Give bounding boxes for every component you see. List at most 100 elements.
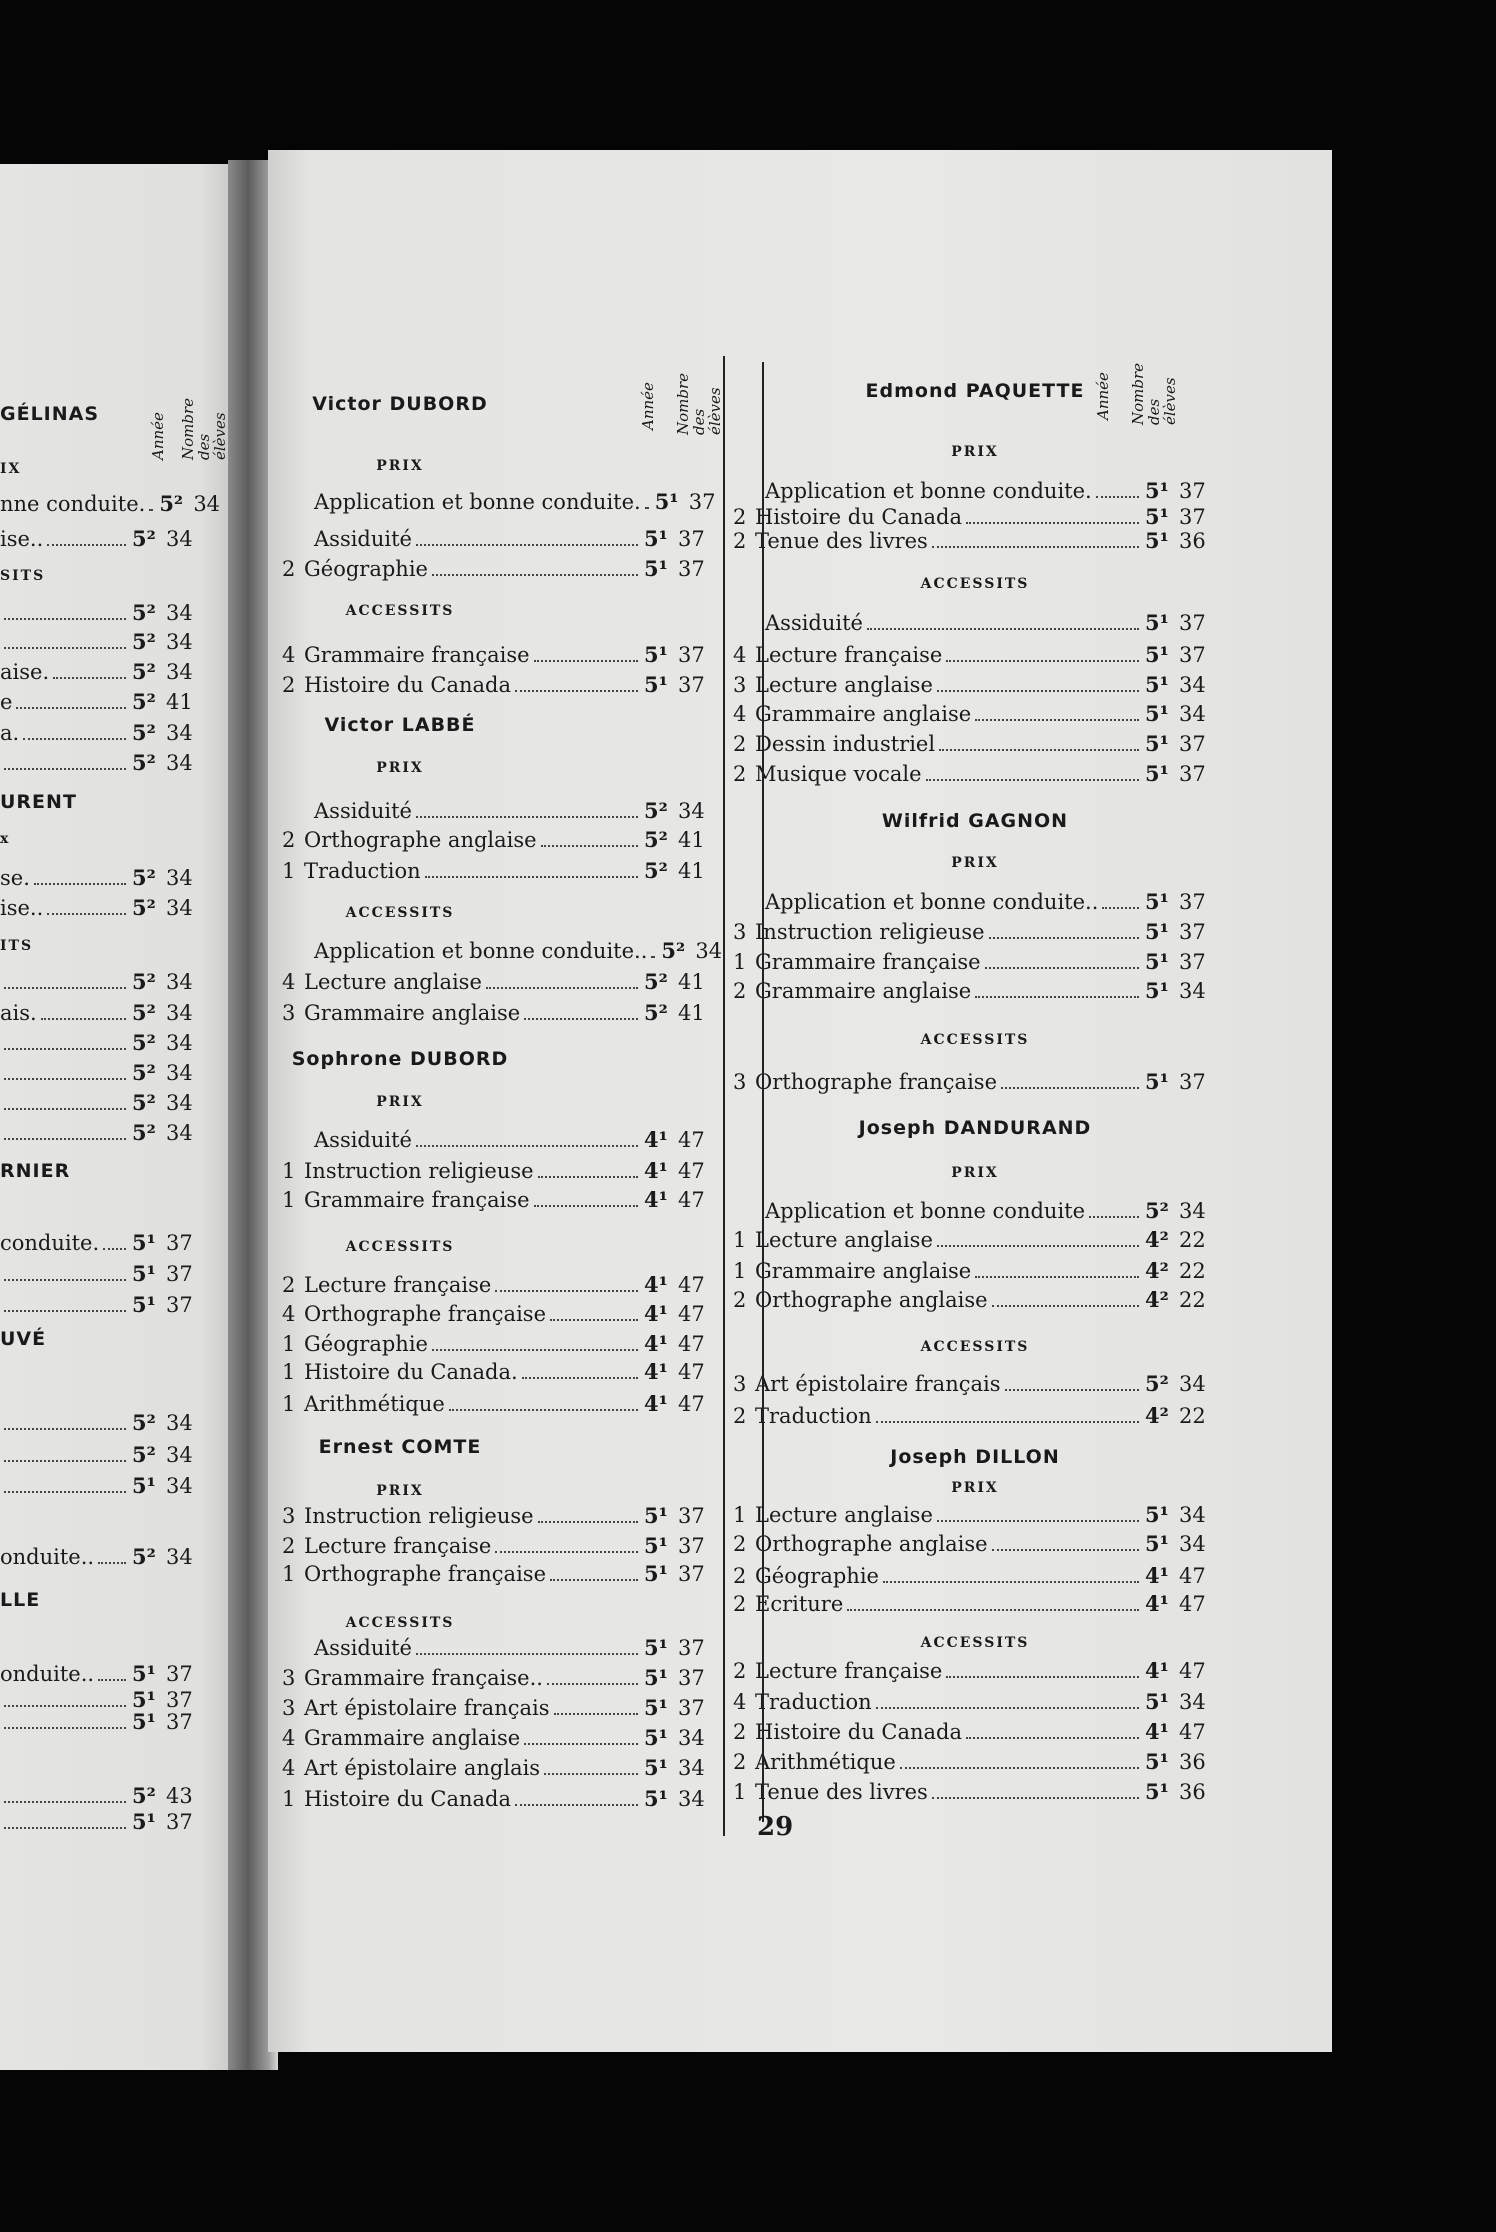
- year-value: 5²: [132, 628, 156, 654]
- award-row: 1 Traduction 5² 41: [282, 858, 712, 886]
- student-count: 22: [1179, 1259, 1206, 1284]
- student-count: 34: [166, 1442, 193, 1467]
- award-row: 4 Grammaire anglaise 5¹ 34: [733, 701, 1213, 729]
- year-value: 5¹: [1145, 1501, 1169, 1527]
- student-count: 47: [678, 1128, 705, 1153]
- year-value: 5¹: [132, 1661, 156, 1686]
- rank-number: 1: [733, 950, 747, 975]
- year-value: 5¹: [1145, 671, 1169, 697]
- year-value: 5¹: [1145, 889, 1169, 915]
- dot-leader: [495, 1550, 638, 1553]
- subject-label: Histoire du Canada: [304, 672, 511, 697]
- student-name: LLE: [0, 1588, 41, 1611]
- student-count: 37: [1179, 504, 1206, 529]
- subject-label: Art épistolaire français: [755, 1371, 1001, 1396]
- award-row: 1 Grammaire anglaise 4² 22: [733, 1258, 1213, 1286]
- year-value: 5¹: [132, 1229, 156, 1255]
- section-heading: PRIX: [951, 1480, 999, 1497]
- year-value: 4¹: [644, 1127, 668, 1153]
- student-name: URENT: [0, 791, 77, 814]
- year-value: 5²: [132, 1120, 156, 1146]
- subject-label: Grammaire française: [755, 950, 981, 975]
- student-name: Joseph DANDURAND: [858, 1117, 1092, 1140]
- student-count: 34: [166, 1474, 193, 1499]
- student-count: 37: [678, 642, 705, 667]
- dot-leader: [416, 816, 638, 819]
- award-row: 4 Art épistolaire anglais 5¹ 34: [282, 1755, 712, 1783]
- student-count: 37: [678, 557, 705, 582]
- award-row: 2 Tenue des livres 5¹ 36: [733, 528, 1213, 556]
- award-row: 2 Dessin industriel 5¹ 37: [733, 731, 1213, 759]
- year-value: 5²: [132, 1441, 156, 1467]
- dot-leader: [533, 1204, 638, 1207]
- student-count: 34: [166, 1031, 193, 1056]
- year-value: 5²: [132, 1544, 156, 1570]
- subject-label: a.: [0, 721, 20, 745]
- award-row: 3 Instruction religieuse 5¹ 37: [282, 1503, 712, 1531]
- section-heading: PRIX: [376, 457, 424, 474]
- dot-leader: [4, 1138, 126, 1141]
- year-value: 5¹: [1145, 949, 1169, 975]
- dot-leader: [847, 1609, 1139, 1612]
- rank-number: 1: [282, 1187, 296, 1212]
- student-count: 47: [1179, 1592, 1206, 1617]
- year-value: 5¹: [132, 1292, 156, 1318]
- student-count: 37: [1179, 1069, 1206, 1094]
- award-row: ise.. 5² 34: [0, 895, 200, 923]
- student-count: 34: [166, 970, 193, 995]
- subject-label: se.: [0, 866, 30, 891]
- left-page: [0, 164, 250, 2070]
- student-count: 37: [678, 672, 705, 697]
- student-count: 37: [1179, 611, 1206, 636]
- dot-leader: [416, 1653, 638, 1656]
- subject-label: Grammaire anglaise: [304, 1726, 521, 1751]
- rank-number: 4: [733, 702, 747, 727]
- year-value: 4²: [1145, 1258, 1169, 1284]
- student-count: 22: [1179, 1227, 1206, 1252]
- student-count: 34: [166, 1121, 193, 1146]
- subject-label: Arithmétique: [304, 1391, 445, 1416]
- year-value: 5¹: [644, 556, 668, 582]
- year-value: 4¹: [1145, 1719, 1169, 1745]
- award-row: 4 Lecture anglaise 5² 41: [282, 969, 712, 997]
- award-row: Assiduité 5¹ 37: [282, 526, 712, 554]
- subject-label: Lecture anglaise: [755, 672, 933, 697]
- rank-number: 1: [733, 1780, 747, 1805]
- dot-leader: [4, 1278, 126, 1281]
- dot-leader: [537, 1520, 638, 1523]
- year-value: 5¹: [1145, 1531, 1169, 1557]
- award-row: 2 Histoire du Canada 4¹ 47: [733, 1719, 1213, 1747]
- award-row: 2 Ecriture 4¹ 47: [733, 1591, 1213, 1619]
- student-count: 36: [1179, 1780, 1206, 1805]
- award-row: 5¹ 37: [0, 1292, 200, 1320]
- student-count: 34: [1179, 702, 1206, 727]
- dot-leader: [544, 1772, 638, 1775]
- rank-number: 2: [282, 672, 296, 697]
- subject-label: Grammaire anglaise: [304, 1001, 521, 1026]
- dot-leader: [550, 1318, 638, 1321]
- rank-number: 2: [733, 1532, 747, 1557]
- subject-label: Géographie: [304, 557, 428, 582]
- year-value: 5¹: [1145, 919, 1169, 945]
- student-count: 34: [678, 1755, 705, 1780]
- award-row: 3 Art épistolaire français 5² 34: [733, 1371, 1213, 1399]
- student-count: 37: [166, 1710, 193, 1735]
- student-name: Victor LABBÉ: [324, 714, 476, 737]
- dot-leader: [1004, 1388, 1139, 1391]
- subject-label: Assiduité: [314, 799, 412, 824]
- dot-leader: [33, 883, 126, 886]
- student-name: Ernest COMTE: [318, 1436, 482, 1459]
- award-row: 5² 34: [0, 1410, 200, 1438]
- year-value: 5²: [132, 1783, 156, 1809]
- award-row: aise. 5² 34: [0, 659, 200, 687]
- year-value: 4¹: [644, 1390, 668, 1416]
- year-value: 5¹: [644, 1725, 668, 1751]
- subject-label: Instruction religieuse: [304, 1503, 534, 1528]
- student-count: 34: [1179, 672, 1206, 697]
- year-value: 5²: [644, 826, 668, 852]
- rank-number: 2: [733, 1592, 747, 1617]
- subject-label: Instruction religieuse: [755, 920, 985, 945]
- student-count: 37: [1179, 920, 1206, 945]
- award-row: 1 Lecture anglaise 4² 22: [733, 1227, 1213, 1255]
- year-value: 5²: [132, 600, 156, 626]
